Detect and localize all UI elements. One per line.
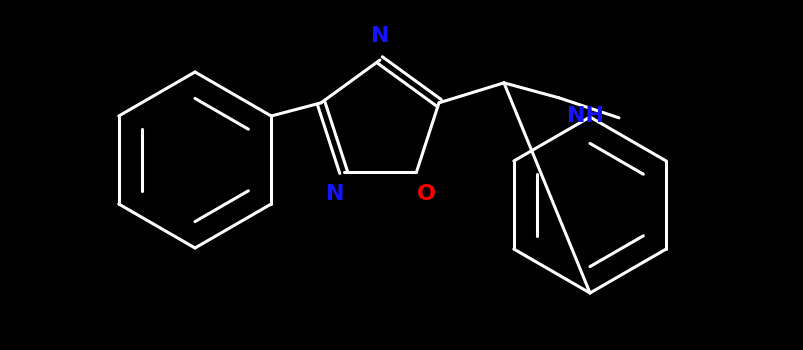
Text: N: N (326, 184, 344, 204)
Text: N: N (370, 26, 389, 46)
Text: NH: NH (566, 106, 603, 126)
Text: O: O (417, 184, 435, 204)
